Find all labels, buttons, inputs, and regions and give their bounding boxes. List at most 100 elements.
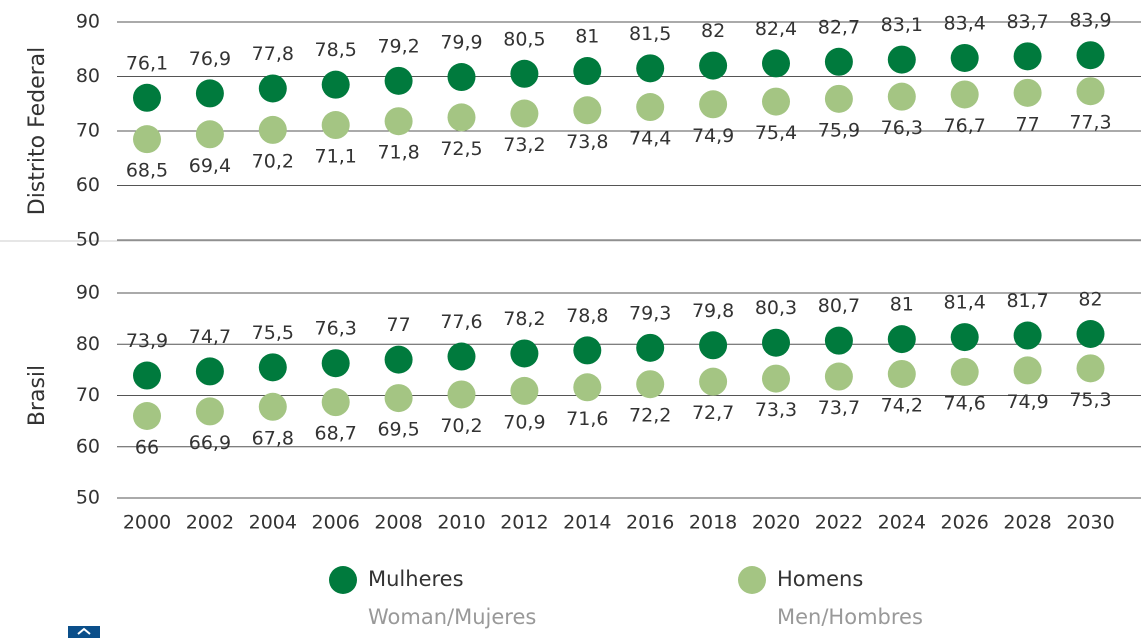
dot xyxy=(133,361,161,390)
y-axis-label: Brasil xyxy=(25,365,50,426)
dot xyxy=(258,353,287,382)
value-label: 82 xyxy=(1078,289,1102,311)
value-label: 79,3 xyxy=(629,302,671,324)
x-tick-label: 2026 xyxy=(941,512,989,534)
value-label: 76,9 xyxy=(189,48,231,70)
dot xyxy=(699,367,728,396)
value-label: 77,3 xyxy=(1069,112,1111,134)
value-label: 80,3 xyxy=(755,297,797,319)
dot xyxy=(887,82,916,111)
legend-swatch xyxy=(738,566,766,594)
dot xyxy=(447,342,476,371)
value-label: 72,2 xyxy=(629,405,671,427)
dot xyxy=(133,83,161,112)
value-label: 79,2 xyxy=(377,35,419,57)
value-label: 83,7 xyxy=(1006,11,1048,33)
x-tick-label: 2008 xyxy=(374,512,422,534)
value-label: 73,3 xyxy=(755,399,797,421)
value-label: 79,9 xyxy=(440,32,482,54)
dot xyxy=(762,328,790,357)
value-label: 83,4 xyxy=(944,12,986,34)
value-label: 69,4 xyxy=(189,155,231,177)
logo-arrow xyxy=(77,627,91,635)
dot xyxy=(258,392,287,421)
dot xyxy=(636,54,665,83)
y-tick-label: 50 xyxy=(76,229,100,251)
value-label: 73,8 xyxy=(566,131,608,153)
dot xyxy=(950,43,979,72)
value-label: 78,2 xyxy=(503,308,545,330)
value-label: 82,4 xyxy=(755,18,797,40)
value-label: 80,7 xyxy=(818,295,860,317)
dot xyxy=(699,51,728,80)
value-label: 83,1 xyxy=(881,14,923,36)
y-tick-label: 60 xyxy=(76,435,100,457)
value-label: 78,8 xyxy=(566,305,608,327)
x-tick-label: 2030 xyxy=(1066,512,1114,534)
dot xyxy=(384,384,413,413)
value-label: 73,2 xyxy=(503,134,545,156)
dot xyxy=(321,349,350,378)
dot xyxy=(1076,354,1105,383)
value-label: 82,7 xyxy=(818,16,860,38)
value-label: 68,5 xyxy=(126,160,168,182)
dot xyxy=(824,362,853,391)
value-label: 71,8 xyxy=(377,142,419,164)
x-tick-label: 2006 xyxy=(312,512,360,534)
value-label: 71,6 xyxy=(566,408,608,430)
value-label: 75,5 xyxy=(252,322,294,344)
y-tick-label: 80 xyxy=(76,65,100,87)
y-tick-label: 60 xyxy=(76,174,100,196)
dot xyxy=(573,336,602,365)
dot xyxy=(321,111,350,140)
x-tick-label: 2010 xyxy=(437,512,485,534)
value-label: 71,1 xyxy=(315,146,357,168)
dot xyxy=(1013,321,1042,350)
logo-icon xyxy=(68,626,100,638)
value-label: 66 xyxy=(135,437,159,459)
y-tick-label: 80 xyxy=(76,333,100,355)
value-label: 77 xyxy=(387,314,411,336)
dot xyxy=(1076,320,1105,348)
dot xyxy=(824,84,853,113)
dot xyxy=(950,80,979,109)
y-tick-label: 90 xyxy=(76,282,100,304)
x-tick-label: 2028 xyxy=(1003,512,1051,534)
y-tick-label: 50 xyxy=(76,487,100,509)
y-tick-label: 70 xyxy=(76,384,100,406)
dot xyxy=(762,364,790,393)
value-label: 70,2 xyxy=(252,150,294,172)
value-label: 83,9 xyxy=(1069,10,1111,32)
value-label: 76,7 xyxy=(944,115,986,137)
dot xyxy=(887,325,916,354)
value-label: 72,7 xyxy=(692,402,734,424)
dot xyxy=(762,49,790,78)
value-label: 77,8 xyxy=(252,43,294,65)
value-label: 69,5 xyxy=(377,419,419,441)
dot xyxy=(321,388,350,417)
dot xyxy=(824,47,853,76)
dot xyxy=(950,323,979,352)
value-label: 81,7 xyxy=(1006,290,1048,312)
value-label: 76,1 xyxy=(126,52,168,74)
x-tick-label: 2000 xyxy=(123,512,171,534)
value-label: 74,4 xyxy=(629,128,671,150)
value-label: 70,2 xyxy=(440,415,482,437)
dot xyxy=(1076,41,1105,70)
value-label: 82 xyxy=(701,20,725,42)
dot xyxy=(1013,356,1042,385)
value-label: 77,6 xyxy=(440,311,482,333)
x-tick-label: 2014 xyxy=(563,512,611,534)
y-tick-label: 70 xyxy=(76,120,100,142)
y-axis-label: Distrito Federal xyxy=(25,47,50,216)
dot xyxy=(258,115,287,144)
dot xyxy=(195,120,224,149)
dot xyxy=(195,397,224,426)
value-label: 73,9 xyxy=(126,330,168,352)
value-label: 75,4 xyxy=(755,122,797,144)
dot xyxy=(195,357,224,386)
legend-label: Homens xyxy=(777,567,863,591)
dot xyxy=(824,326,853,355)
dot xyxy=(699,331,728,360)
